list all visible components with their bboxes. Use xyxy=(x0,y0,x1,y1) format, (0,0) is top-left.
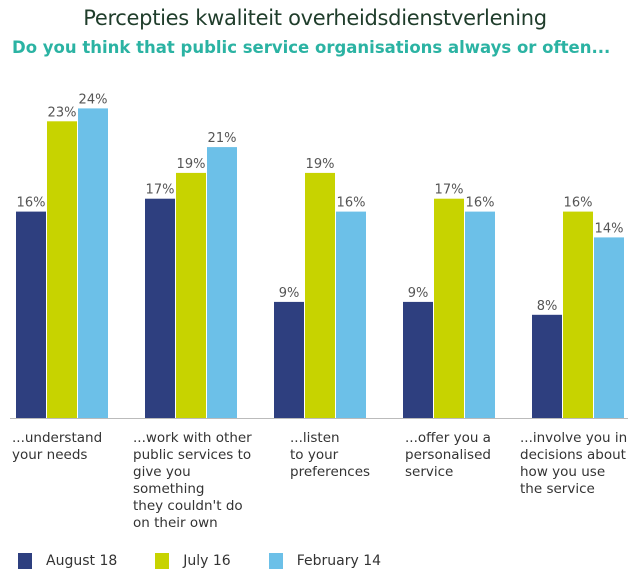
bar-august-18-3 xyxy=(403,301,433,418)
data-label: 16% xyxy=(564,196,593,211)
data-label: 16% xyxy=(466,196,495,211)
legend-label: February 14 xyxy=(296,553,382,569)
category-label: ...listen to your preferences xyxy=(290,430,371,480)
category-label: ...offer you a personalised service xyxy=(405,430,491,480)
bar-august-18-1 xyxy=(145,198,175,418)
bar-july-16-4 xyxy=(563,211,593,418)
data-label: 19% xyxy=(177,157,206,172)
data-label: 16% xyxy=(337,196,366,211)
data-label: 17% xyxy=(435,183,464,198)
bar-august-18-0 xyxy=(16,211,46,418)
legend-item: August 18 xyxy=(18,553,117,569)
category-label: ...work with other public services to gi… xyxy=(133,430,252,531)
bar-july-16-1 xyxy=(176,172,206,418)
data-label: 17% xyxy=(146,183,175,198)
chart-subtitle: Do you think that public service organis… xyxy=(12,38,611,57)
bar-february-14-0 xyxy=(78,108,108,419)
legend-item: July 16 xyxy=(155,553,231,569)
bar-february-14-3 xyxy=(465,211,495,418)
bar-july-16-2 xyxy=(305,172,335,418)
data-label: 9% xyxy=(408,286,429,301)
bar-july-16-3 xyxy=(434,198,464,418)
chart-legend: August 18 July 16 February 14 xyxy=(18,553,419,569)
data-label: 9% xyxy=(279,286,300,301)
category-label: ...understand your needs xyxy=(12,430,103,463)
data-label: 16% xyxy=(17,196,46,211)
data-label: 14% xyxy=(595,221,624,236)
legend-swatch xyxy=(155,553,170,569)
legend-label: July 16 xyxy=(183,553,231,569)
legend-label: August 18 xyxy=(46,553,118,569)
data-label: 19% xyxy=(306,157,335,172)
data-label: 23% xyxy=(48,105,77,120)
bar-february-14-2 xyxy=(336,211,366,418)
legend-swatch xyxy=(268,553,283,569)
bar-august-18-2 xyxy=(274,301,304,418)
category-label: ...involve you in decisions about how yo… xyxy=(520,430,628,497)
bar-february-14-4 xyxy=(594,237,624,418)
legend-swatch xyxy=(18,553,32,569)
bar-july-16-0 xyxy=(47,121,77,419)
data-label: 24% xyxy=(79,92,108,107)
data-label: 8% xyxy=(537,299,558,314)
bar-august-18-4 xyxy=(532,314,562,418)
data-label: 21% xyxy=(208,131,237,146)
legend-item: February 14 xyxy=(268,553,382,569)
page-title: Percepties kwaliteit overheidsdienstverl… xyxy=(83,6,547,30)
bar-february-14-1 xyxy=(207,147,237,418)
